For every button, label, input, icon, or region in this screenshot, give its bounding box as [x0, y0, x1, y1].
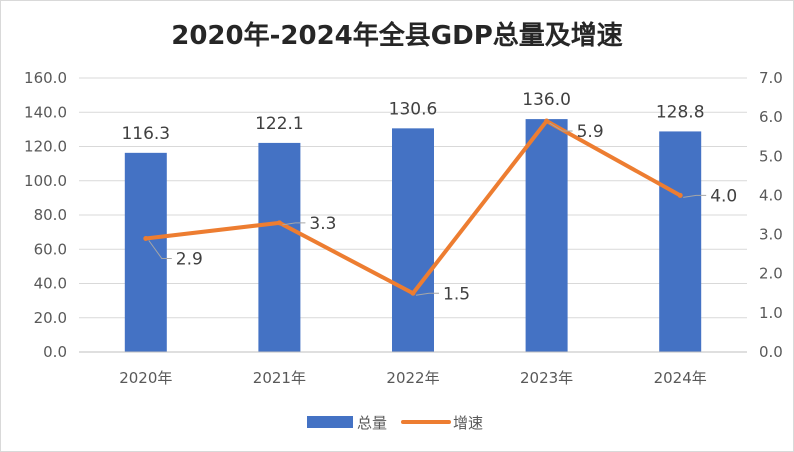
line-value-label: 4.0 [710, 186, 737, 206]
x-tick-label: 2023年 [520, 369, 573, 387]
y-left-tick-label: 60.0 [34, 240, 67, 258]
leader-line [148, 240, 172, 259]
x-tick-label: 2021年 [253, 369, 306, 387]
line-value-label: 5.9 [577, 122, 604, 142]
bar [392, 128, 434, 352]
line-point [276, 220, 282, 226]
legend-swatch-bar [307, 416, 353, 428]
bar [659, 131, 702, 352]
line-value-label: 1.5 [443, 284, 470, 304]
bar [525, 119, 568, 352]
y-right-tick-label: 2.0 [759, 265, 783, 283]
leader-line [282, 222, 306, 226]
y-left-tick-label: 0.0 [43, 343, 67, 361]
line-value-label: 3.3 [309, 214, 336, 234]
line-value-label: 2.9 [176, 249, 203, 269]
y-left-tick-label: 40.0 [34, 275, 67, 293]
line-point [544, 118, 550, 124]
x-tick-label: 2022年 [386, 369, 439, 387]
leader-line [683, 194, 707, 198]
bar-value-label: 128.8 [656, 102, 705, 122]
x-tick-label: 2020年 [119, 369, 172, 387]
legend-label-bar: 总量 [357, 414, 387, 432]
leader-line [549, 122, 573, 132]
line-point [410, 290, 416, 296]
y-right-tick-label: 5.0 [759, 147, 783, 165]
bar-value-label: 122.1 [255, 114, 304, 134]
bar-value-label: 136.0 [522, 90, 571, 110]
bar [258, 142, 301, 352]
bar-value-label: 130.6 [389, 99, 438, 119]
y-right-tick-label: 4.0 [759, 186, 783, 204]
legend-label-line: 增速 [453, 414, 483, 432]
y-right-tick-label: 7.0 [759, 69, 783, 87]
y-left-tick-label: 100.0 [24, 172, 67, 190]
line-point [143, 235, 149, 241]
bar [124, 152, 167, 352]
x-tick-label: 2024年 [654, 369, 707, 387]
bar-value-label: 116.3 [121, 124, 170, 144]
leader-line [415, 292, 439, 296]
line-point [677, 192, 683, 198]
chart-title: 2020年-2024年全县GDP总量及增速 [171, 21, 623, 51]
y-left-tick-label: 140.0 [24, 103, 67, 121]
y-right-tick-label: 0.0 [759, 343, 783, 361]
y-right-tick-label: 6.0 [759, 108, 783, 126]
y-right-tick-label: 3.0 [759, 226, 783, 244]
y-left-tick-label: 80.0 [34, 206, 67, 224]
y-left-tick-label: 120.0 [24, 138, 67, 156]
y-left-tick-label: 160.0 [24, 69, 67, 87]
y-left-tick-label: 20.0 [34, 309, 67, 327]
y-right-tick-label: 1.0 [759, 304, 783, 322]
